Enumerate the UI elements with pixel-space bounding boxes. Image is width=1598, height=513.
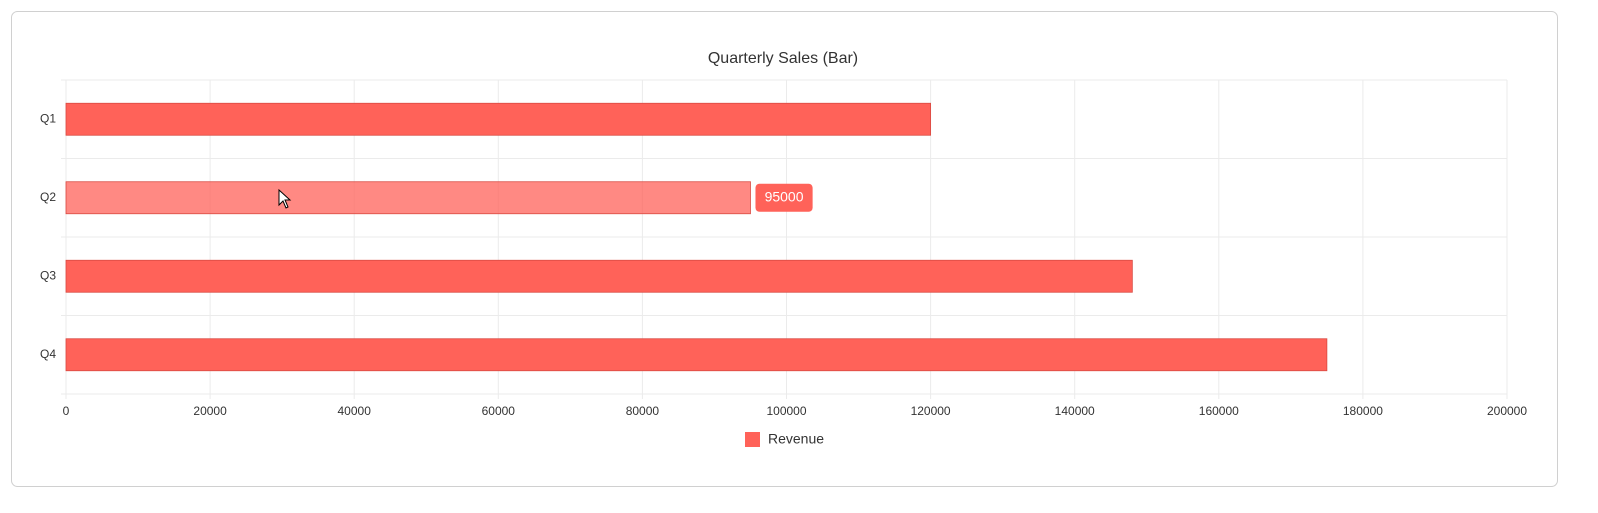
bar[interactable] bbox=[65, 338, 1328, 372]
x-tick-label: 180000 bbox=[1343, 404, 1383, 418]
x-tick-label: 60000 bbox=[482, 404, 516, 418]
y-tick-label: Q4 bbox=[40, 347, 56, 361]
y-tick-label: Q1 bbox=[40, 111, 56, 125]
x-tick-label: 200000 bbox=[1487, 404, 1527, 418]
mouse-cursor bbox=[278, 188, 292, 209]
x-tick-label: 140000 bbox=[1055, 404, 1095, 418]
bar[interactable] bbox=[65, 102, 931, 136]
chart-title: Quarterly Sales (Bar) bbox=[708, 50, 858, 67]
tooltip-box bbox=[755, 183, 813, 212]
x-tick-label: 0 bbox=[63, 404, 70, 418]
x-tick-label: 40000 bbox=[338, 404, 372, 418]
y-tick-label: Q3 bbox=[40, 268, 56, 282]
x-tick-label: 80000 bbox=[626, 404, 660, 418]
legend-label[interactable]: Revenue bbox=[768, 431, 824, 447]
bar[interactable] bbox=[65, 259, 1133, 293]
x-tick-label: 100000 bbox=[766, 404, 806, 418]
tooltip-text: 95000 bbox=[765, 188, 804, 204]
legend-swatch bbox=[745, 432, 760, 447]
x-tick-label: 20000 bbox=[193, 404, 227, 418]
bar[interactable] bbox=[65, 181, 751, 215]
x-tick-label: 160000 bbox=[1199, 404, 1239, 418]
x-tick-label: 120000 bbox=[911, 404, 951, 418]
y-tick-label: Q2 bbox=[40, 190, 56, 204]
